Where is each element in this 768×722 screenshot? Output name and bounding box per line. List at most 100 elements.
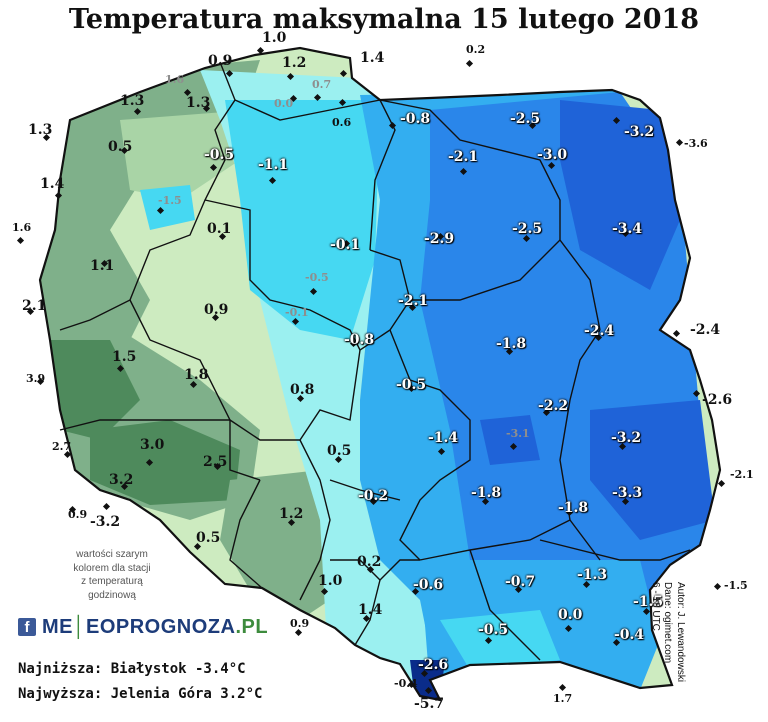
temperature-value: -2.6 [702,392,733,408]
temperature-value: 0.2 [466,43,486,56]
temperature-value: 1.8 [184,367,209,383]
temperature-value: -2.9 [424,231,455,247]
temperature-value: 1.4 [358,602,383,618]
temperature-value: 2.5 [203,454,228,470]
temperature-value: -2.5 [512,221,543,237]
temperature-value: 0.9 [204,302,229,318]
temperature-value: -5.7 [414,696,445,712]
temperature-value: 0.1 [207,221,232,237]
temperature-value: 0.5 [108,139,133,155]
temperature-value: -1.5 [724,579,748,592]
temperature-value: 1.2 [282,55,307,71]
temperature-value: -0.6 [413,577,444,593]
temperature-value: 1.0 [262,30,287,46]
temperature-value: 1.2 [279,506,304,522]
temperature-value: -2.1 [730,468,754,481]
temperature-value: -2.4 [690,322,721,338]
temperature-value: 0.7 [312,78,332,91]
temperature-value: -1.1 [258,157,289,173]
temperature-value: 0.6 [332,116,352,129]
temperature-value: -0.8 [344,332,375,348]
note-line: kolorem dla stacji [73,562,151,574]
temperature-value: -0.8 [400,111,431,127]
temperature-value: -1.8 [471,485,502,501]
temperature-value: 0.0 [558,607,583,623]
facebook-icon[interactable]: f [18,618,36,636]
temperature-value: -0.5 [305,271,329,284]
temperature-value: 3.0 [140,437,165,453]
temperature-value: -1.5 [158,194,182,207]
voivodeship-borders [59,61,691,661]
temperature-value: 1.1 [90,258,115,274]
temperature-value: -0.1 [330,237,361,253]
temperature-value: -2.2 [538,398,569,414]
temperature-value: -1.8 [496,336,527,352]
temperature-value: -2.5 [510,111,541,127]
temperature-value: -3.1 [506,427,530,440]
credit-time: 6 - 18 UTC [650,582,661,631]
temperature-value: 1.3 [120,93,145,109]
temperature-value: 1.6 [12,221,32,234]
lowest-temperature: Najniższa: Białystok -3.4°C [18,661,246,677]
credits: Autor: J. Lewandowski Dane: ogimet.com 6… [649,582,686,712]
credit-source: Dane: ogimet.com [662,582,674,664]
temperature-value: -0.1 [285,306,309,319]
temperature-value: -3.0 [537,147,568,163]
temperature-value: -0.7 [505,574,536,590]
thermometer-icon: │ [73,615,86,638]
temperature-value: 0.5 [196,530,221,546]
logo-text: ME│EOPROGNOZA.PL [42,616,268,639]
temperature-value: 1.0 [318,573,343,589]
temperature-value: 0.9 [208,53,233,69]
temperature-value: 1.7 [553,692,573,705]
temperature-value: -0.5 [478,622,509,638]
meteoprognoza-logo[interactable]: f ME│EOPROGNOZA.PL [18,614,268,640]
temperature-value: -0.2 [358,488,389,504]
map-title: Temperatura maksymalna 15 lutego 2018 [68,4,700,35]
note-line: wartości szarym [76,549,148,560]
temperature-value: -0.5 [204,147,235,163]
temperature-value: 0.2 [357,554,382,570]
temperature-value: -1.3 [577,567,608,583]
logo-suffix: .PL [235,615,269,638]
highest-temperature: Najwyższa: Jelenia Góra 3.2°C [18,686,263,702]
logo-middle: EOPROGNOZA [86,615,236,638]
temperature-value: -3.2 [90,514,121,530]
temperature-value: -2.1 [448,149,479,165]
temperature-value: 0.8 [290,382,315,398]
temperature-value: 0.9 [290,617,310,630]
temperature-value: 1.5 [112,349,137,365]
temperature-value: -1.4 [428,430,459,446]
note-line: godzinową [88,589,136,601]
temperature-value: 0.5 [327,443,352,459]
temperature-value: 2.1 [22,298,47,314]
temperature-value: 1.3 [28,122,53,138]
temperature-value: -2.1 [398,293,429,309]
temperature-value: -0.5 [396,377,427,393]
temperature-value: -0.4 [394,677,418,690]
credit-author: Autor: J. Lewandowski [675,582,686,683]
temperature-value: -3.3 [612,485,643,501]
temperature-value: -1.8 [558,500,589,516]
gray-values-note: wartości szarym kolorem dla stacji z tem… [56,548,168,602]
temperature-value: 0.0 [274,97,294,110]
temperature-value: 1.4 [360,50,385,66]
temperature-value: 3.2 [109,472,134,488]
temperature-value: 0.9 [68,508,88,521]
temperature-value: -3.2 [611,430,642,446]
temperature-value: -3.4 [612,221,643,237]
temperature-value: -3.6 [684,137,708,150]
note-line: z temperaturą [81,576,143,587]
temperature-value: 3.9 [26,372,46,385]
temperature-value: 1.3 [186,95,211,111]
temperature-value: -2.6 [418,657,449,673]
temperature-value: -2.4 [584,323,615,339]
temperature-value: -3.2 [624,124,655,140]
temperature-value: 1.4 [40,176,65,192]
temperature-value: 1.6 [165,73,185,86]
temperature-value: -0.4 [614,627,645,643]
logo-prefix: ME [42,615,73,638]
temperature-value: -1.5 [633,594,664,610]
